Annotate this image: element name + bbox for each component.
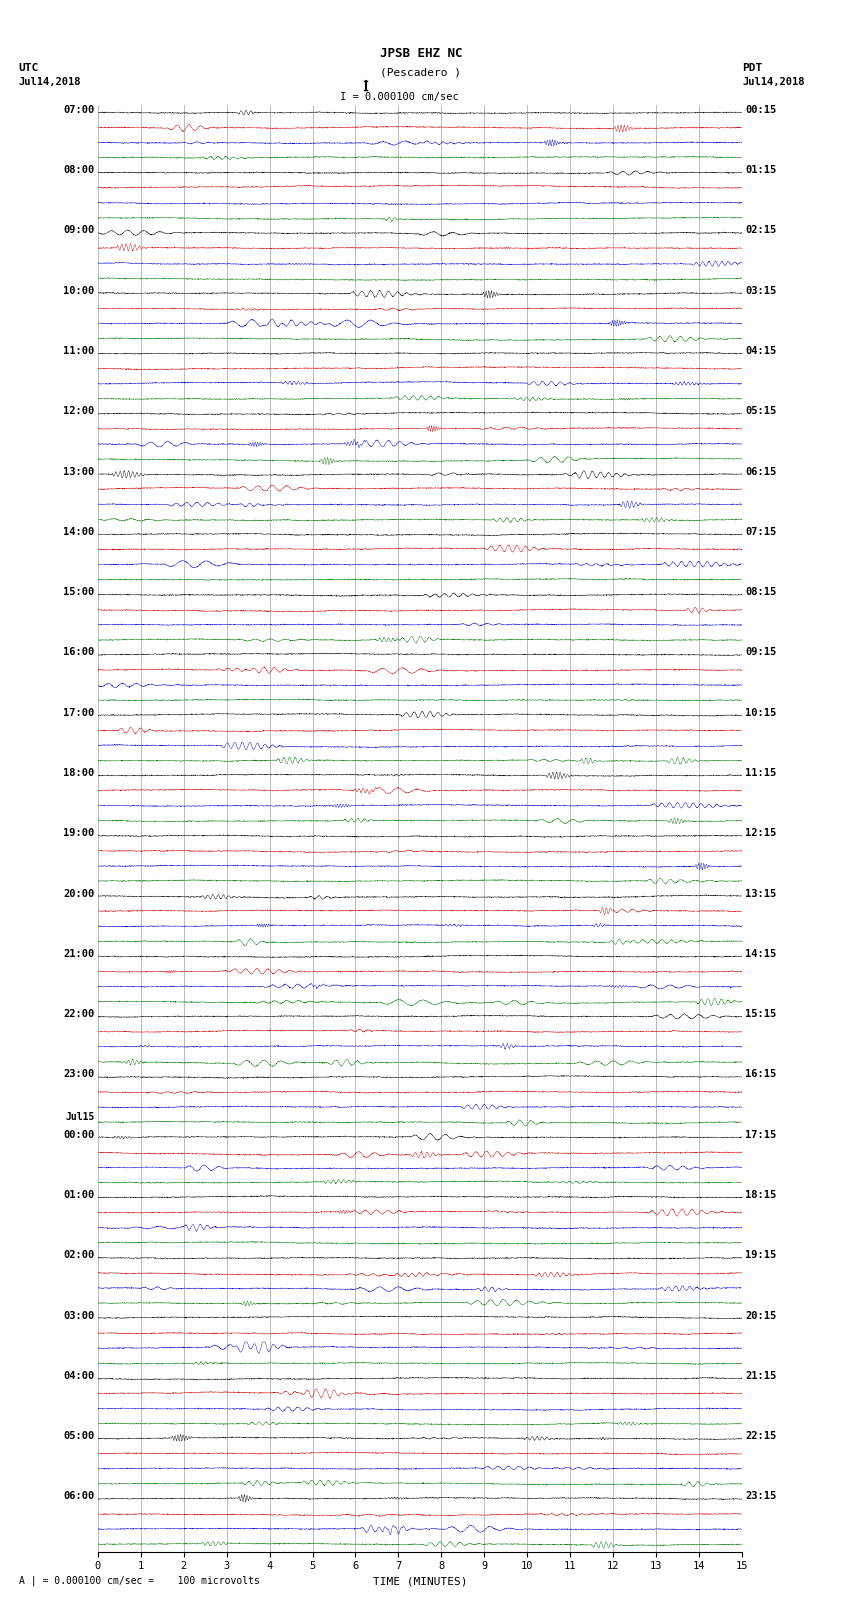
Text: 23:15: 23:15 bbox=[745, 1492, 777, 1502]
Text: 16:15: 16:15 bbox=[745, 1069, 777, 1079]
Text: 00:15: 00:15 bbox=[745, 105, 777, 115]
Text: 09:15: 09:15 bbox=[745, 647, 777, 658]
Text: 17:15: 17:15 bbox=[745, 1129, 777, 1140]
Text: 02:00: 02:00 bbox=[63, 1250, 94, 1260]
Text: 02:15: 02:15 bbox=[745, 226, 777, 235]
Text: 04:15: 04:15 bbox=[745, 347, 777, 356]
Text: 19:00: 19:00 bbox=[63, 829, 94, 839]
Text: 23:00: 23:00 bbox=[63, 1069, 94, 1079]
Text: 21:00: 21:00 bbox=[63, 948, 94, 958]
Text: 15:00: 15:00 bbox=[63, 587, 94, 597]
Text: 16:00: 16:00 bbox=[63, 647, 94, 658]
Text: 15:15: 15:15 bbox=[745, 1010, 777, 1019]
Text: Jul15: Jul15 bbox=[65, 1113, 94, 1123]
X-axis label: TIME (MINUTES): TIME (MINUTES) bbox=[372, 1578, 468, 1587]
Text: JPSB EHZ NC: JPSB EHZ NC bbox=[379, 47, 462, 60]
Text: 08:00: 08:00 bbox=[63, 165, 94, 176]
Text: 08:15: 08:15 bbox=[745, 587, 777, 597]
Text: 14:15: 14:15 bbox=[745, 948, 777, 958]
Text: A | = 0.000100 cm/sec =    100 microvolts: A | = 0.000100 cm/sec = 100 microvolts bbox=[19, 1576, 259, 1586]
Text: 18:00: 18:00 bbox=[63, 768, 94, 777]
Text: 11:00: 11:00 bbox=[63, 347, 94, 356]
Text: 09:00: 09:00 bbox=[63, 226, 94, 235]
Text: PDT: PDT bbox=[742, 63, 762, 73]
Text: 01:00: 01:00 bbox=[63, 1190, 94, 1200]
Text: (Pescadero ): (Pescadero ) bbox=[380, 68, 462, 77]
Text: 22:15: 22:15 bbox=[745, 1431, 777, 1440]
Text: 05:00: 05:00 bbox=[63, 1431, 94, 1440]
Text: 00:00: 00:00 bbox=[63, 1129, 94, 1140]
Text: Jul14,2018: Jul14,2018 bbox=[742, 77, 805, 87]
Text: 06:00: 06:00 bbox=[63, 1492, 94, 1502]
Text: 07:15: 07:15 bbox=[745, 527, 777, 537]
Text: 03:15: 03:15 bbox=[745, 286, 777, 295]
Text: 13:15: 13:15 bbox=[745, 889, 777, 898]
Text: 12:00: 12:00 bbox=[63, 406, 94, 416]
Text: I = 0.000100 cm/sec: I = 0.000100 cm/sec bbox=[340, 92, 459, 102]
Text: 06:15: 06:15 bbox=[745, 466, 777, 476]
Text: Jul14,2018: Jul14,2018 bbox=[19, 77, 82, 87]
Text: 21:15: 21:15 bbox=[745, 1371, 777, 1381]
Text: 14:00: 14:00 bbox=[63, 527, 94, 537]
Text: 07:00: 07:00 bbox=[63, 105, 94, 115]
Text: 18:15: 18:15 bbox=[745, 1190, 777, 1200]
Text: 05:15: 05:15 bbox=[745, 406, 777, 416]
Text: 04:00: 04:00 bbox=[63, 1371, 94, 1381]
Text: 17:00: 17:00 bbox=[63, 708, 94, 718]
Text: 22:00: 22:00 bbox=[63, 1010, 94, 1019]
Text: 11:15: 11:15 bbox=[745, 768, 777, 777]
Text: 13:00: 13:00 bbox=[63, 466, 94, 476]
Text: UTC: UTC bbox=[19, 63, 39, 73]
Text: 10:15: 10:15 bbox=[745, 708, 777, 718]
Text: 03:00: 03:00 bbox=[63, 1310, 94, 1321]
Text: 01:15: 01:15 bbox=[745, 165, 777, 176]
Text: 20:15: 20:15 bbox=[745, 1310, 777, 1321]
Text: 20:00: 20:00 bbox=[63, 889, 94, 898]
Text: 10:00: 10:00 bbox=[63, 286, 94, 295]
Text: 12:15: 12:15 bbox=[745, 829, 777, 839]
Text: 19:15: 19:15 bbox=[745, 1250, 777, 1260]
